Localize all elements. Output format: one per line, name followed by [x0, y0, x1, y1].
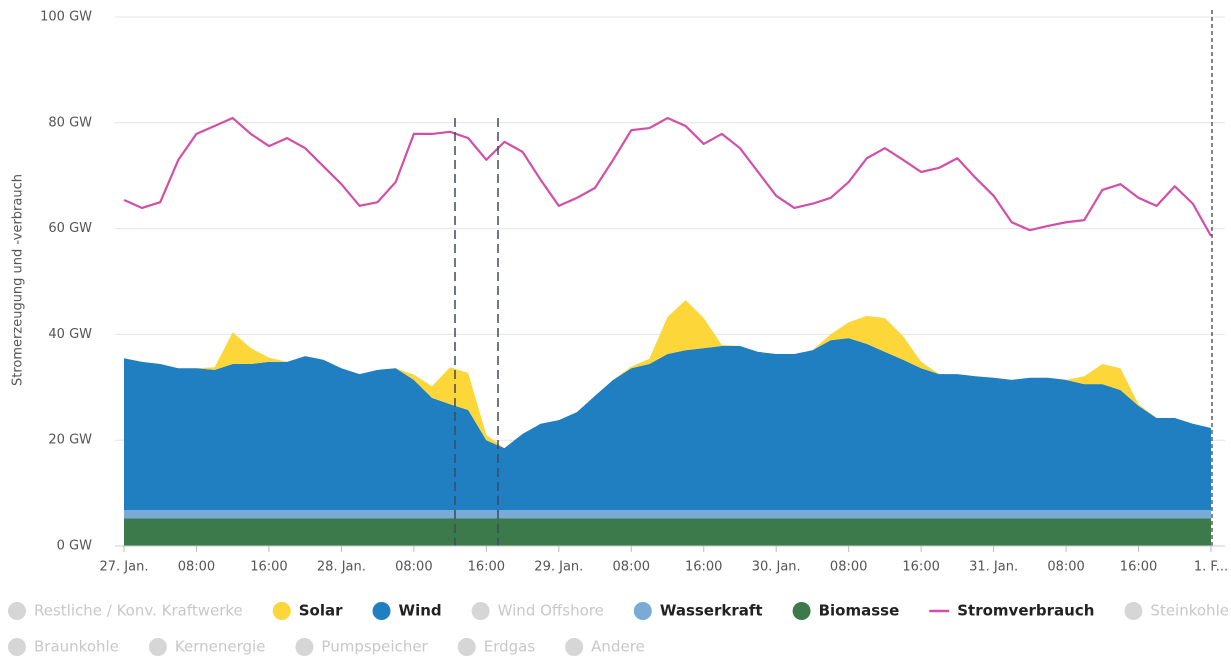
- legend-item[interactable]: Solar: [272, 602, 343, 621]
- x-tick-label: 16:00: [250, 560, 287, 575]
- legend-item[interactable]: Kernenergie: [148, 638, 266, 657]
- legend-label: Pumpspeicher: [321, 638, 428, 656]
- x-tick-label: 08:00: [395, 560, 432, 575]
- legend-icon: [8, 638, 26, 656]
- x-tick-label: 08:00: [613, 560, 650, 575]
- legend-item[interactable]: Steinkohle: [1124, 602, 1229, 621]
- legend-label: Steinkohle: [1150, 602, 1229, 620]
- legend-label: Stromverbrauch: [957, 602, 1094, 620]
- legend-icon: [633, 602, 652, 620]
- legend-item[interactable]: Braunkohle: [8, 638, 119, 657]
- area: [124, 338, 1211, 511]
- legend-item[interactable]: Wasserkraft: [633, 602, 763, 621]
- y-tick-label: 60 GW: [48, 221, 92, 236]
- y-tick-label: 40 GW: [48, 327, 92, 342]
- legend-item[interactable]: Stromverbrauch: [929, 602, 1094, 620]
- legend-item[interactable]: Andere: [565, 638, 645, 657]
- area: [124, 510, 1211, 519]
- y-axis-title: Stromerzeugung und -verbrauch: [11, 174, 26, 386]
- x-tick-label: 08:00: [1047, 560, 1084, 575]
- legend-item[interactable]: Erdgas: [457, 638, 536, 657]
- legend-icon: [148, 638, 167, 656]
- y-tick-label: 100 GW: [40, 10, 92, 25]
- legend-label: Erdgas: [484, 638, 536, 656]
- legend-icon: [295, 638, 314, 656]
- legend: Restliche / Konv. Kraftwerke Solar Wind Win…: [8, 602, 1229, 657]
- lines: [123, 116, 1212, 237]
- legend-icon: [272, 602, 291, 620]
- legend-label: Solar: [299, 602, 343, 620]
- legend-label: Kernenergie: [175, 638, 266, 656]
- area: [124, 300, 1211, 449]
- area: [124, 518, 1211, 546]
- legend-label: Wind: [399, 602, 442, 620]
- y-tick-label: 80 GW: [48, 115, 92, 130]
- x-tick-label: 27. Jan.: [100, 560, 149, 575]
- x-tick-label: 28. Jan.: [317, 560, 366, 575]
- y-tick-label: 20 GW: [48, 433, 92, 448]
- legend-item[interactable]: Wind: [372, 602, 442, 621]
- x-tick-label: 16:00: [902, 560, 939, 575]
- legend-label: Biomasse: [819, 602, 900, 620]
- legend-item[interactable]: Biomasse: [792, 602, 900, 621]
- x-tick-label: 30. Jan.: [752, 560, 801, 575]
- legend-icon: [1124, 602, 1143, 620]
- legend-icon: [565, 638, 584, 656]
- y-tick-label: 0 GW: [57, 539, 92, 554]
- legend-item[interactable]: Pumpspeicher: [295, 638, 429, 657]
- x-tick-label: 16:00: [468, 560, 505, 575]
- legend-item[interactable]: Restliche / Konv. Kraftwerke: [8, 602, 243, 621]
- legend-icon: [457, 638, 476, 656]
- legend-label: Andere: [591, 638, 645, 656]
- x-tick-label: 16:00: [685, 560, 722, 575]
- x-tick-label: 31. Jan.: [969, 560, 1018, 575]
- legend-icon: [8, 602, 26, 620]
- x-tick-label: 1. F...: [1194, 560, 1228, 575]
- legend-icon: [792, 602, 811, 620]
- x-tick-label: 08:00: [830, 560, 867, 575]
- x-tick-label: 16:00: [1120, 560, 1157, 575]
- areas: [124, 300, 1211, 546]
- legend-label: Wasserkraft: [660, 602, 763, 620]
- x-tick-label: 08:00: [178, 560, 215, 575]
- legend-item[interactable]: Wind Offshore: [471, 602, 604, 621]
- legend-label: Braunkohle: [34, 638, 119, 656]
- legend-icon: [471, 602, 490, 620]
- x-tick-label: 29. Jan.: [534, 560, 583, 575]
- legend-label: Wind Offshore: [498, 602, 604, 620]
- legend-icon: [372, 602, 391, 620]
- line: [123, 116, 1212, 237]
- legend-label: Restliche / Konv. Kraftwerke: [34, 602, 243, 620]
- axes: 0 GW 20 GW 40 GW 60 GW 80 GW 100 GW 27. Jan. 08…: [40, 10, 1228, 575]
